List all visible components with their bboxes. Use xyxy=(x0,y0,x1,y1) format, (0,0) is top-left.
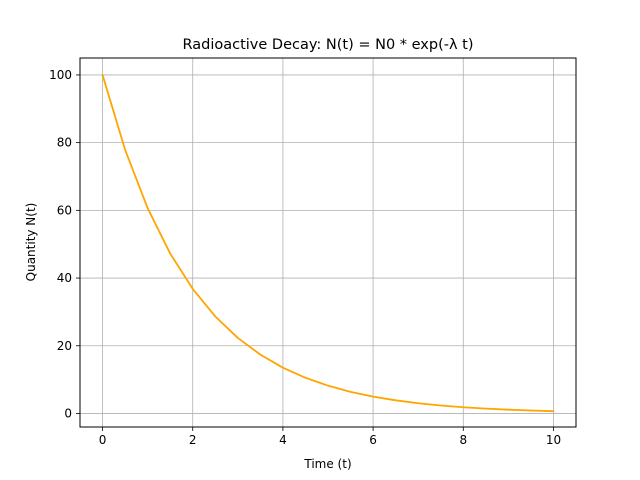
decay-curve xyxy=(101,74,555,413)
y-tick-label: 0 xyxy=(64,406,72,420)
grid xyxy=(80,58,576,427)
x-tick-label: 8 xyxy=(459,433,467,447)
x-tick-label: 4 xyxy=(279,433,287,447)
x-axis: 0 2 4 6 8 10 xyxy=(99,427,561,447)
series-layer xyxy=(101,74,555,413)
x-tick-label: 10 xyxy=(546,433,561,447)
x-axis-label: Time (t) xyxy=(303,457,351,471)
x-tick-label: 0 xyxy=(99,433,107,447)
y-tick-label: 80 xyxy=(57,136,72,150)
chart-title: Radioactive Decay: N(t) = N0 * exp(-λ t) xyxy=(182,37,473,53)
y-axis-label: Quantity N(t) xyxy=(24,203,38,282)
y-tick-label: 60 xyxy=(57,203,72,217)
y-axis: 0 20 40 60 80 100 xyxy=(49,68,80,420)
y-tick-label: 40 xyxy=(57,271,72,285)
x-tick-label: 2 xyxy=(189,433,197,447)
y-tick-label: 20 xyxy=(57,339,72,353)
y-tick-label: 100 xyxy=(49,68,72,82)
x-tick-label: 6 xyxy=(369,433,377,447)
plot-frame xyxy=(79,57,577,428)
